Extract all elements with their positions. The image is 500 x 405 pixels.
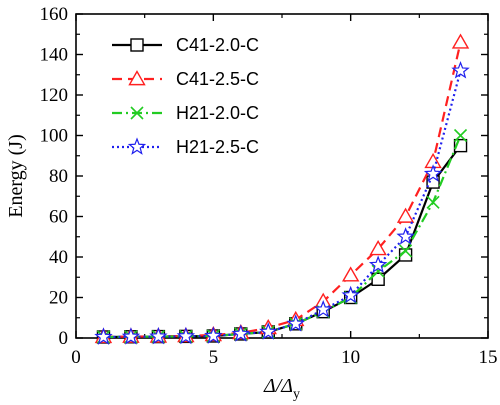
series-4-point (149, 326, 168, 345)
series-4-point (204, 326, 223, 344)
series-2-point (341, 266, 360, 282)
series-4 (94, 61, 470, 345)
y-tick-label: 100 (40, 126, 69, 147)
series-group (94, 33, 470, 345)
series-3-point (426, 195, 440, 209)
series-3-point (399, 244, 413, 258)
series-4-point (286, 314, 305, 332)
x-tick-label: 5 (209, 347, 219, 368)
legend: C41-2.0-C C41-2.5-C H21-2.0-C H21-2.5-C (112, 35, 259, 157)
series-4-point (121, 327, 141, 345)
legend-label: C41-2.0-C (176, 35, 259, 55)
series-4-point (176, 326, 196, 345)
series-4-point (423, 164, 443, 182)
legend-marker (130, 106, 144, 120)
series-1-point (371, 272, 385, 286)
series-4-point (451, 61, 470, 79)
legend-label: H21-2.5-C (176, 137, 259, 157)
x-tick-label: 15 (479, 347, 498, 368)
axes: 0 5 10 15 0 20 40 60 80 100 120 140 160 (40, 4, 498, 368)
series-2 (94, 33, 470, 344)
y-tick-label: 140 (40, 45, 69, 66)
y-axis-title: Energy (J) (5, 134, 27, 218)
legend-entry: C41-2.5-C (112, 69, 259, 89)
x-axis-title-subscript: y (293, 387, 300, 402)
legend-label: C41-2.5-C (176, 69, 259, 89)
series-4-point (396, 227, 415, 245)
legend-entry: H21-2.0-C (112, 103, 259, 123)
series-4-point (313, 299, 333, 318)
series-4-point (259, 322, 278, 340)
x-axis-title: Δ/Δy (263, 375, 300, 402)
series-4-line (103, 70, 462, 339)
x-tick-label: 0 (71, 347, 81, 368)
x-axis-title-main: Δ/Δ (263, 375, 293, 397)
legend-marker (128, 70, 146, 86)
y-tick-label: 0 (59, 328, 69, 349)
legend-label: H21-2.0-C (176, 103, 259, 123)
y-tick-label: 160 (40, 4, 69, 25)
series-4-point (231, 324, 251, 342)
x-tick-label: 10 (341, 347, 360, 368)
series-1 (96, 138, 468, 344)
series-2-line (103, 42, 462, 338)
y-tick-label: 80 (49, 166, 68, 187)
series-3-line (103, 135, 462, 339)
series-2-point (396, 207, 415, 223)
series-4-point (341, 285, 360, 304)
series-2-point (369, 239, 387, 256)
legend-marker (127, 137, 147, 155)
y-tick-label: 60 (49, 207, 68, 228)
y-tick-label: 40 (49, 247, 68, 268)
legend-entry: C41-2.0-C (112, 35, 259, 55)
series-4-point (368, 255, 388, 273)
series-4-point (94, 327, 113, 345)
y-tick-label: 120 (40, 85, 69, 106)
y-tick-label: 20 (49, 288, 68, 309)
legend-entry: H21-2.5-C (112, 137, 259, 157)
series-2-point (451, 33, 470, 49)
series-3-point (453, 128, 468, 143)
legend-marker (130, 38, 144, 52)
